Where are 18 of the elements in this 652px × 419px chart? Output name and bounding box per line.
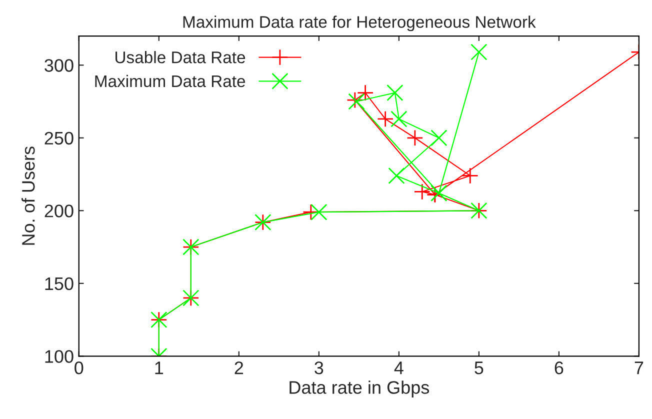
x-tick-label: 0 [74,361,84,374]
y-tick-label: 250 [44,132,74,145]
x-tick-label: 5 [474,362,484,374]
y-tick-label: 200 [44,204,74,218]
x-tick-label: 2 [234,361,244,374]
y-tick-label: 300 [44,59,74,72]
x-tick-label: 3 [314,361,324,374]
x-tick-label: 4 [394,362,404,374]
x-tick-label: 6 [554,361,564,374]
chart-title: Maximum Data rate for Heterogeneous Network [183,16,536,32]
y-tick-label: 150 [45,277,74,290]
x-axis-title: Data rate in Gbps [290,380,430,398]
y-axis-title: No. of Users [22,146,35,245]
legend-label: Maximum Data Rate [95,74,246,88]
x-tick-label: 1 [155,362,164,374]
x-tick-label: 7 [634,362,644,374]
legend-label: Usable Data Rate [116,51,246,64]
y-tick-label: 100 [45,350,74,363]
